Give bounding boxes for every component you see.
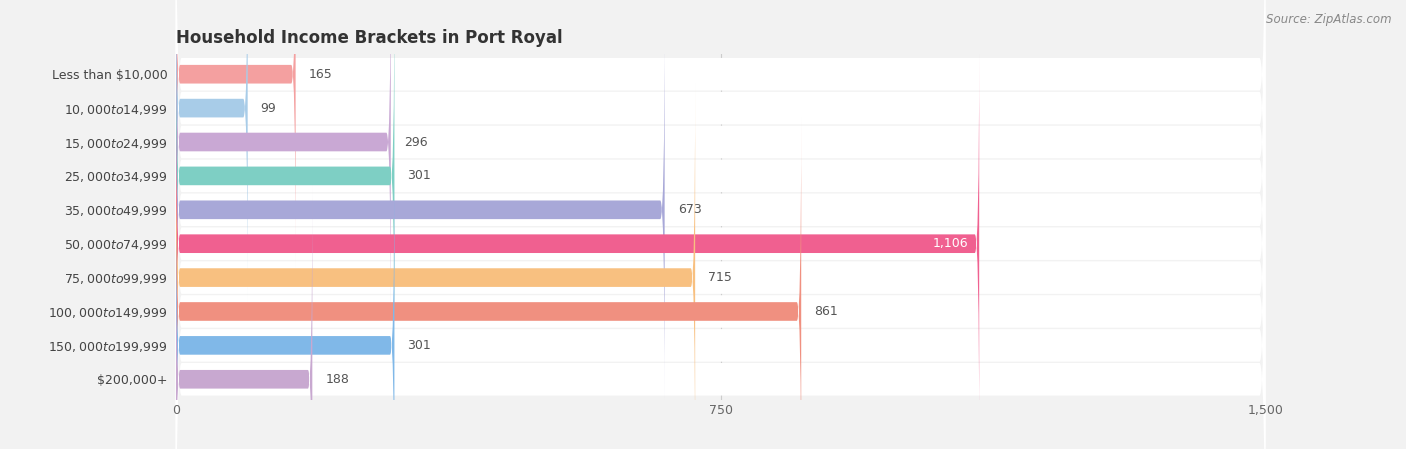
FancyBboxPatch shape <box>176 124 1265 449</box>
Text: 861: 861 <box>814 305 838 318</box>
Text: 673: 673 <box>678 203 702 216</box>
FancyBboxPatch shape <box>176 57 1265 449</box>
Text: 99: 99 <box>260 101 277 114</box>
FancyBboxPatch shape <box>176 16 665 404</box>
Text: 165: 165 <box>309 68 332 81</box>
FancyBboxPatch shape <box>176 0 1265 431</box>
FancyBboxPatch shape <box>176 118 801 449</box>
FancyBboxPatch shape <box>176 151 395 449</box>
FancyBboxPatch shape <box>176 185 312 449</box>
FancyBboxPatch shape <box>176 0 395 370</box>
FancyBboxPatch shape <box>176 84 695 449</box>
Text: Source: ZipAtlas.com: Source: ZipAtlas.com <box>1267 13 1392 26</box>
Text: 301: 301 <box>408 339 432 352</box>
FancyBboxPatch shape <box>176 0 295 268</box>
FancyBboxPatch shape <box>176 0 1265 329</box>
FancyBboxPatch shape <box>176 0 247 302</box>
FancyBboxPatch shape <box>176 0 1265 449</box>
FancyBboxPatch shape <box>176 23 1265 449</box>
Text: 715: 715 <box>709 271 733 284</box>
FancyBboxPatch shape <box>176 0 1265 363</box>
Text: 1,106: 1,106 <box>932 237 969 250</box>
Text: 188: 188 <box>325 373 349 386</box>
FancyBboxPatch shape <box>176 0 1265 397</box>
FancyBboxPatch shape <box>176 0 1265 449</box>
FancyBboxPatch shape <box>176 50 979 438</box>
Text: 301: 301 <box>408 169 432 182</box>
Text: 296: 296 <box>404 136 427 149</box>
Text: Household Income Brackets in Port Royal: Household Income Brackets in Port Royal <box>176 29 562 47</box>
FancyBboxPatch shape <box>176 0 391 336</box>
FancyBboxPatch shape <box>176 91 1265 449</box>
